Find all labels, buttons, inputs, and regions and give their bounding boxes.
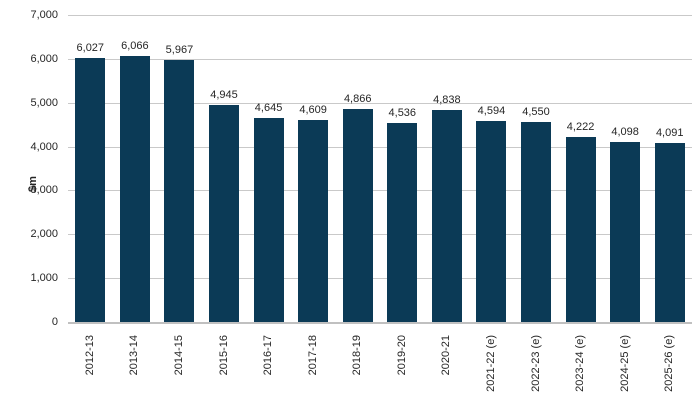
bar-value-label: 4,866 [343, 92, 372, 105]
bar-value-label: 4,222 [566, 120, 595, 133]
bar-value-label: 4,594 [477, 104, 506, 117]
y-axis-tick-label: 7,000 [30, 9, 58, 21]
x-axis-tick-label: 2012-13 [83, 335, 96, 376]
bar-value-label: 6,066 [121, 39, 149, 52]
bar-value-label: 4,838 [433, 93, 461, 106]
y-axis-tick-label: 3,000 [30, 184, 58, 197]
y-axis-tick-label: 0 [51, 316, 58, 328]
x-axis-tick-label: 2025-26 (e) [663, 335, 676, 392]
bar-value-label: 4,645 [254, 102, 283, 115]
bar [342, 108, 373, 322]
bar-value-label: 5,967 [165, 44, 194, 57]
x-axis-tick-label: 2016-17 [262, 335, 275, 376]
gridline [68, 190, 692, 192]
bar-value-label: 4,098 [611, 126, 639, 139]
bar-value-label: 6,027 [76, 41, 105, 54]
gridline [68, 146, 692, 148]
gridline [68, 58, 692, 60]
x-axis-tick-label: 2018-19 [351, 335, 364, 376]
x-axis-tick-label: 2020-21 [440, 335, 453, 376]
gridline [68, 278, 692, 280]
bar [565, 136, 596, 322]
bar-value-label: 4,536 [388, 107, 417, 120]
gridline [68, 234, 692, 236]
y-axis-tick-label: 1,000 [30, 272, 58, 285]
x-axis-tick-label: 2014-15 [172, 335, 185, 376]
bar-value-label: 4,945 [210, 89, 238, 102]
x-axis-tick-label: 2017-18 [306, 335, 319, 376]
x-axis-tick-label: 2019-20 [395, 335, 408, 376]
x-axis-tick-label: 2015-16 [217, 335, 230, 376]
y-axis-tick-label: 6,000 [30, 52, 58, 65]
bar [298, 119, 329, 322]
x-axis-tick-label: 2023-24 (e) [574, 335, 587, 392]
bar-value-label: 4,550 [522, 106, 550, 119]
x-axis-tick-label: 2024-25 (e) [618, 335, 631, 392]
bar-value-label: 4,091 [655, 126, 684, 139]
bar [387, 123, 418, 322]
bar [119, 55, 150, 322]
x-axis-tick-label: 2022-23 (e) [529, 335, 542, 392]
gridline [68, 102, 692, 104]
bar [610, 142, 641, 322]
gridline [68, 15, 692, 16]
x-axis-tick-label: 2013-14 [128, 335, 141, 376]
bar [521, 122, 551, 322]
y-axis-tick-label: 4,000 [30, 140, 58, 153]
y-axis-tick-label: 5,000 [30, 96, 58, 109]
bar-value-label: 4,609 [299, 103, 327, 116]
x-axis-tick-label: 2021-22 (e) [484, 335, 497, 392]
bar [654, 142, 685, 322]
bar [253, 118, 284, 322]
bar [164, 60, 195, 322]
y-axis-tick-label: 2,000 [30, 228, 58, 241]
bar [431, 109, 462, 322]
bar [75, 57, 106, 322]
bar [476, 120, 507, 322]
bar [209, 105, 239, 322]
x-axis-line [68, 322, 692, 324]
